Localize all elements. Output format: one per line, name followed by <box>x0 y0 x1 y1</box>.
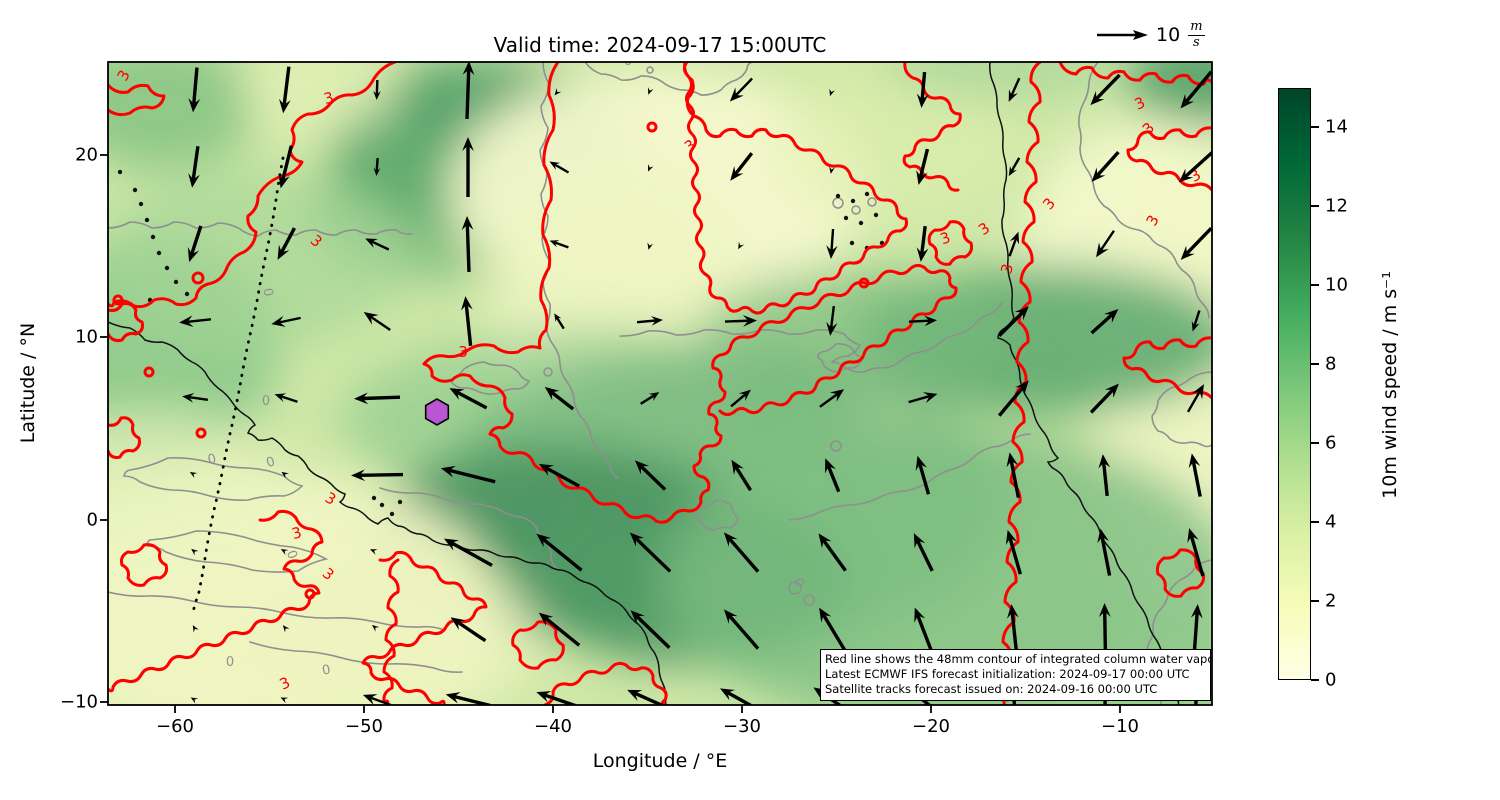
x-tick-label: −60 <box>156 716 194 737</box>
y-tick-label: 0 <box>86 509 98 531</box>
quiver-key-arrow-icon <box>1097 29 1148 40</box>
x-tick-label: −10 <box>1101 716 1139 737</box>
quiver-key-unit: m s <box>1188 19 1205 50</box>
annotation-line-3: Satellite tracks forecast issued on: 202… <box>825 682 1158 697</box>
red-contour-label: 3 <box>322 88 336 108</box>
page-title: Valid time: 2024-09-17 15:00UTC <box>493 33 827 57</box>
x-tick-label: −20 <box>912 716 950 737</box>
quiver-key-unit-denominator: s <box>1193 34 1200 50</box>
y-tick-label: 20 <box>75 144 98 166</box>
red-contour-label: 3 <box>458 343 468 361</box>
colorbar <box>1278 88 1311 680</box>
colorbar-tick-label: 0 <box>1325 669 1337 691</box>
gray-contour-label: 0 <box>259 287 275 298</box>
annotation-line-2: Latest ECMWF IFS forecast initialization… <box>825 667 1190 682</box>
colorbar-tick-label: 14 <box>1325 116 1348 138</box>
y-tick-label: −10 <box>60 691 98 713</box>
colorbar-tick-label: 12 <box>1325 195 1348 217</box>
colorbar-tick-mark <box>1311 679 1319 681</box>
colorbar-tick-mark <box>1311 284 1319 287</box>
red-contour-label: 3 <box>290 523 304 543</box>
x-tick-label: −40 <box>534 716 572 737</box>
quiver-key: 10 m s <box>1096 20 1205 49</box>
colorbar-tick-mark <box>1311 600 1319 603</box>
gray-contour-label: 0 <box>624 54 632 69</box>
gray-contour-label: 0 <box>321 662 332 678</box>
colorbar-tick-mark <box>1311 126 1319 129</box>
red-contour-label: 3 <box>997 262 1017 276</box>
colorbar-tick-label: 6 <box>1325 432 1337 454</box>
colorbar-label: 10m wind speed / m s⁻¹ <box>1379 271 1401 499</box>
colorbar-tick-label: 10 <box>1325 274 1348 296</box>
colorbar-tick-label: 2 <box>1325 590 1337 612</box>
quiver-key-value: 10 <box>1156 23 1181 46</box>
x-tick-label: −50 <box>345 716 383 737</box>
gray-contour-label: 0 <box>226 655 234 670</box>
colorbar-tick-mark <box>1311 521 1319 524</box>
satellite-position-marker <box>424 398 450 426</box>
x-tick-label: −30 <box>723 716 761 737</box>
quiver-key-unit-numerator: m <box>1188 19 1205 36</box>
gray-contour-label: 0 <box>206 451 218 468</box>
colorbar-tick-mark <box>1311 205 1319 208</box>
gray-contour-label: 0 <box>262 394 270 409</box>
annotation-box: Red line shows the 48mm contour of integ… <box>820 649 1211 701</box>
colorbar-tick-label: 4 <box>1325 511 1337 533</box>
colorbar-tick-mark <box>1311 363 1319 366</box>
wind-arrows <box>179 62 1212 705</box>
colorbar-tick-mark <box>1311 442 1319 445</box>
annotation-line-1: Red line shows the 48mm contour of integ… <box>825 652 1211 666</box>
x-axis-label: Longitude / °E <box>592 750 728 772</box>
y-axis-label: Latitude / °N <box>17 322 39 444</box>
y-tick-label: 10 <box>75 326 98 348</box>
colorbar-tick-label: 8 <box>1325 353 1337 375</box>
gray-contour-label: 0 <box>790 577 806 588</box>
